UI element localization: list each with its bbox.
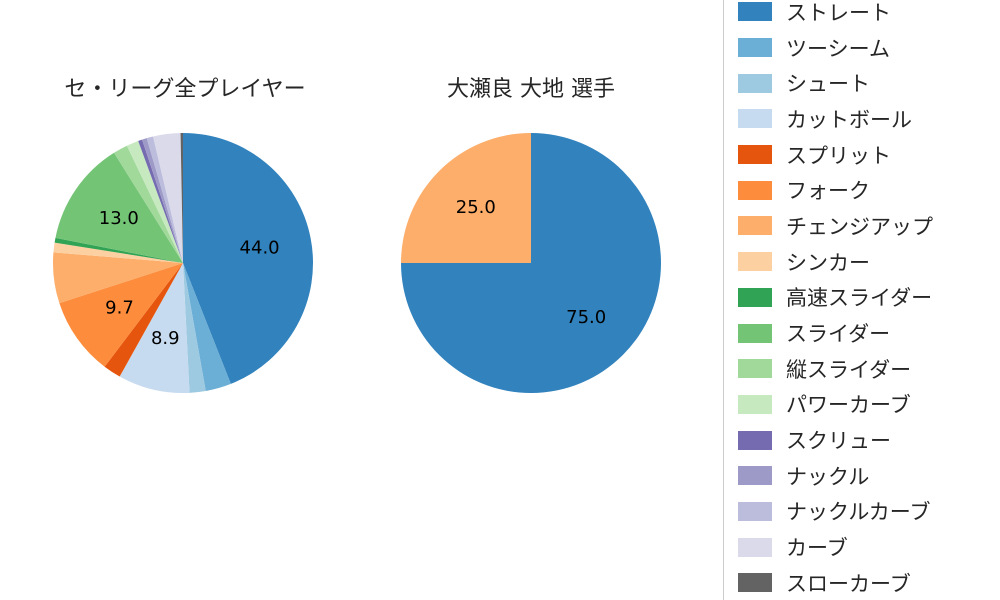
legend-label: チェンジアップ: [786, 214, 933, 239]
legend-swatch: [738, 430, 772, 450]
legend-label: スライダー: [786, 322, 891, 347]
legend-label: 高速スライダー: [786, 286, 933, 311]
pie-slice: [142, 138, 183, 263]
legend-swatch: [738, 394, 772, 414]
legend-swatch: [738, 501, 772, 521]
legend-swatch: [738, 537, 772, 557]
legend-swatch: [738, 38, 772, 58]
pie-slice: [183, 263, 231, 391]
pie-slice: [119, 263, 190, 394]
legend-label: ナックルカーブ: [786, 500, 931, 525]
pie-slice: [104, 263, 183, 377]
legend-swatch: [738, 180, 772, 200]
pie-value-label: 44.0: [240, 237, 280, 258]
pie-value-label: 8.9: [151, 328, 180, 349]
pie-slice: [180, 132, 183, 263]
pie-value-label: 75.0: [566, 307, 606, 328]
legend-swatch: [738, 573, 772, 593]
legend-swatch: [738, 216, 772, 236]
legend-swatch: [738, 466, 772, 486]
legend-swatch: [738, 287, 772, 307]
legend-swatch: [738, 323, 772, 343]
legend-item: カーブ: [724, 529, 1000, 565]
legend-item: 高速スライダー: [724, 280, 1000, 316]
legend-item: スクリュー: [724, 422, 1000, 458]
left-chart-title: セ・リーグ全プレイヤー: [64, 77, 306, 102]
right-chart-title: 大瀬良 大地 選手: [447, 77, 615, 102]
pie-slice: [401, 133, 531, 263]
legend-swatch: [738, 359, 772, 379]
pie-value-label: 25.0: [456, 197, 496, 218]
pie-slice: [126, 140, 183, 263]
pie-slice: [146, 136, 183, 263]
pie-slice: [183, 263, 206, 393]
pie-slice: [183, 133, 314, 384]
legend-label: シュート: [786, 72, 870, 97]
pie-slice: [54, 237, 183, 263]
legend-label: 縦スライダー: [786, 357, 912, 382]
legend-label: カットボール: [786, 107, 912, 132]
legend-item: フォーク: [724, 172, 1000, 208]
legend-item: パワーカーブ: [724, 387, 1000, 423]
legend-swatch: [738, 73, 772, 93]
pie-value-label: 13.0: [99, 208, 139, 229]
legend-label: パワーカーブ: [786, 393, 911, 418]
legend-item: ストレート: [724, 0, 1000, 30]
pie-value-label: 9.7: [105, 297, 134, 318]
pie-slice: [114, 145, 183, 263]
pie-slice: [138, 139, 183, 263]
legend-item: シンカー: [724, 244, 1000, 280]
legend-label: スローカーブ: [786, 571, 911, 596]
pie-slice: [153, 133, 183, 263]
legend-label: フォーク: [786, 179, 870, 204]
legend-item: スライダー: [724, 315, 1000, 351]
legend: ストレートツーシームシュートカットボール スプリットフォークチェンジアップ シンカー…: [723, 0, 1000, 600]
legend-label: ナックル: [786, 464, 870, 489]
legend-label: カーブ: [786, 536, 848, 561]
legend-label: スプリット: [786, 143, 891, 168]
legend-label: ツーシーム: [786, 36, 890, 61]
pie-slice: [55, 152, 183, 263]
legend-swatch: [738, 252, 772, 272]
legend-swatch: [738, 109, 772, 129]
legend-swatch: [738, 145, 772, 165]
legend-item: チェンジアップ: [724, 208, 1000, 244]
legend-item: カットボール: [724, 101, 1000, 137]
legend-item: スローカーブ: [724, 565, 1000, 600]
legend-item: シュート: [724, 65, 1000, 101]
legend-item: 縦スライダー: [724, 351, 1000, 387]
legend-label: スクリュー: [786, 429, 891, 454]
pie-slice: [59, 263, 183, 367]
legend-item: ナックル: [724, 458, 1000, 494]
legend-swatch: [738, 2, 772, 22]
legend-item: ツーシーム: [724, 30, 1000, 66]
legend-label: シンカー: [786, 250, 870, 275]
pie-slice: [52, 252, 184, 304]
legend-item: ナックルカーブ: [724, 494, 1000, 530]
legend-item: スプリット: [724, 137, 1000, 173]
legend-label: ストレート: [786, 0, 891, 25]
pie-slice: [53, 242, 184, 263]
